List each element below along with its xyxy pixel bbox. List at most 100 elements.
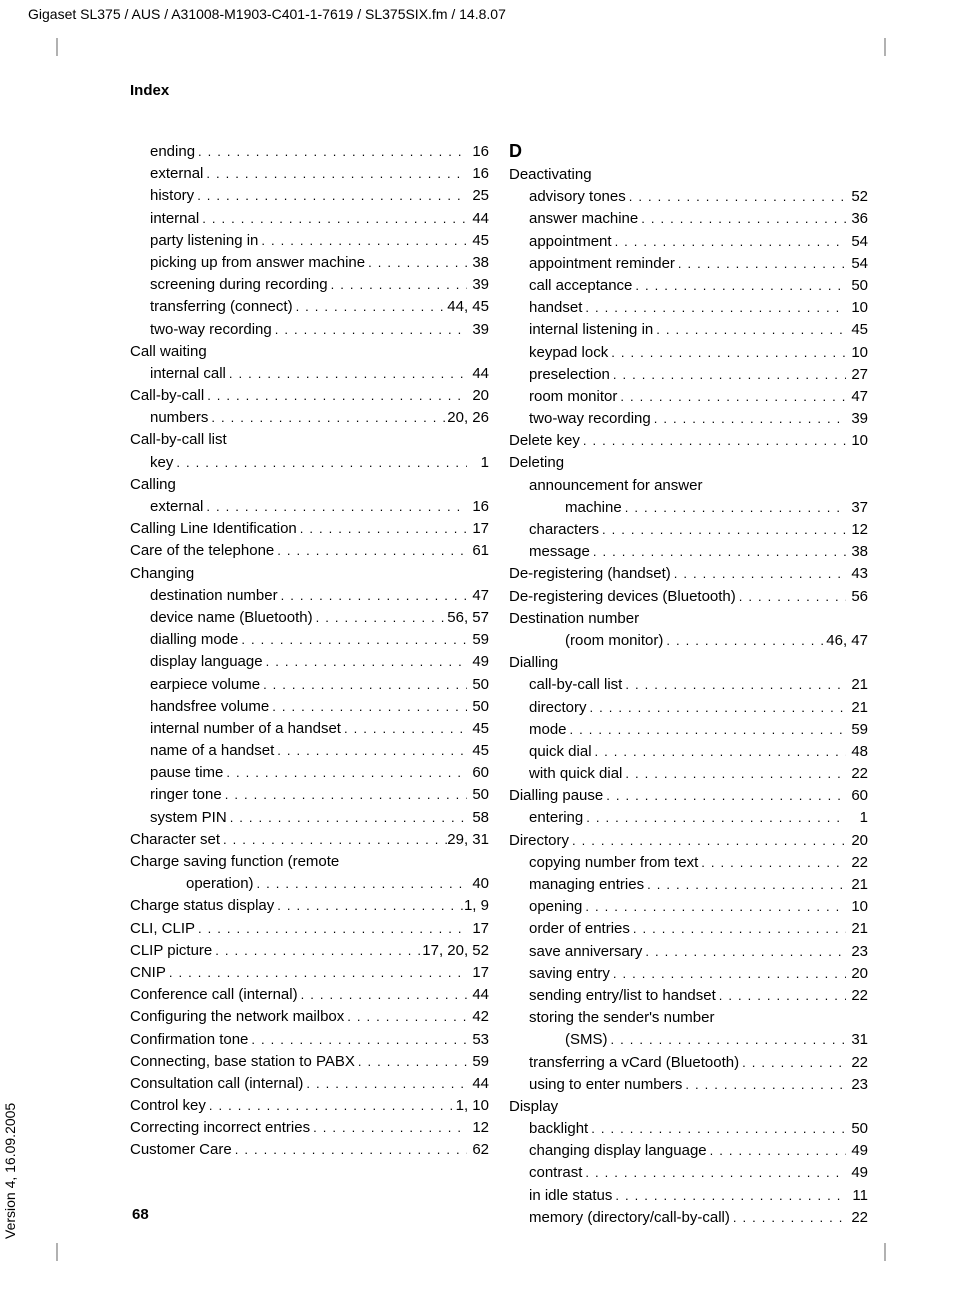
index-entry: order of entries21 bbox=[509, 918, 868, 940]
leader-dots bbox=[344, 1006, 467, 1028]
index-entry-label: Control key bbox=[130, 1095, 206, 1117]
index-entry: CLIP picture17, 20, 52 bbox=[130, 940, 489, 962]
index-entry: handsfree volume50 bbox=[130, 696, 489, 718]
leader-dots bbox=[592, 741, 846, 763]
leader-dots bbox=[220, 829, 447, 851]
page-content: Index ending16external16history25interna… bbox=[130, 82, 868, 1229]
index-entry-page: 38 bbox=[467, 252, 489, 274]
index-entry: external16 bbox=[130, 496, 489, 518]
leader-dots bbox=[341, 718, 467, 740]
index-entry-label: preselection bbox=[529, 364, 610, 386]
index-entry: internal call44 bbox=[130, 363, 489, 385]
index-entry-label: earpiece volume bbox=[150, 674, 260, 696]
index-entry: using to enter numbers23 bbox=[509, 1074, 868, 1096]
index-entry: history25 bbox=[130, 185, 489, 207]
index-entry: Charge status display1, 9 bbox=[130, 895, 489, 917]
index-entry-label: Dialling bbox=[509, 652, 558, 674]
index-entry: copying number from text22 bbox=[509, 852, 868, 874]
index-entry-label: Character set bbox=[130, 829, 220, 851]
index-entry-label: Conference call (internal) bbox=[130, 984, 298, 1006]
leader-dots bbox=[258, 230, 467, 252]
index-entry: (SMS)31 bbox=[509, 1029, 868, 1051]
index-entry: Care of the telephone61 bbox=[130, 540, 489, 562]
leader-dots bbox=[208, 407, 447, 429]
index-entry-label: sending entry/list to handset bbox=[529, 985, 716, 1007]
index-entry: saving entry20 bbox=[509, 963, 868, 985]
index-entry-page: 29, 31 bbox=[447, 829, 489, 851]
leader-dots bbox=[263, 651, 467, 673]
leader-dots bbox=[642, 941, 846, 963]
index-entry: Destination number bbox=[509, 608, 868, 630]
leader-dots bbox=[630, 918, 846, 940]
index-entry-page: 46, 47 bbox=[826, 630, 868, 652]
index-entry-label: Charge saving function (remote bbox=[130, 851, 339, 873]
index-entry: save anniversary23 bbox=[509, 941, 868, 963]
index-entry-label: numbers bbox=[150, 407, 208, 429]
index-entry-page: 60 bbox=[467, 762, 489, 784]
header-path: Gigaset SL375 / AUS / A31008-M1903-C401-… bbox=[28, 6, 506, 22]
index-entry: Deactivating bbox=[509, 164, 868, 186]
index-entry-label: copying number from text bbox=[529, 852, 698, 874]
index-entry: Calling bbox=[130, 474, 489, 496]
index-entry: room monitor47 bbox=[509, 386, 868, 408]
leader-dots bbox=[582, 896, 846, 918]
index-entry: numbers20, 26 bbox=[130, 407, 489, 429]
leader-dots bbox=[310, 1117, 467, 1139]
index-entry-page: 1 bbox=[467, 452, 489, 474]
index-entry-page: 23 bbox=[846, 1074, 868, 1096]
version-text: Version 4, 16.09.2005 bbox=[2, 1103, 18, 1239]
index-entry-page: 50 bbox=[846, 1118, 868, 1140]
index-entry-page: 21 bbox=[846, 697, 868, 719]
index-entry: external16 bbox=[130, 163, 489, 185]
index-entry-label: screening during recording bbox=[150, 274, 328, 296]
index-entry: Dialling pause60 bbox=[509, 785, 868, 807]
index-entry-label: Calling bbox=[130, 474, 176, 496]
page-number: 68 bbox=[132, 1206, 149, 1223]
index-entry-page: 42 bbox=[467, 1006, 489, 1028]
index-entry-label: ending bbox=[150, 141, 195, 163]
index-column-right: D Deactivatingadvisory tones52answer mac… bbox=[509, 141, 868, 1229]
index-entry-page: 36 bbox=[846, 208, 868, 230]
index-entry-label: call acceptance bbox=[529, 275, 632, 297]
index-entry-page: 43 bbox=[846, 563, 868, 585]
index-entry-label: order of entries bbox=[529, 918, 630, 940]
index-entry: appointment54 bbox=[509, 231, 868, 253]
index-entry-label: CNIP bbox=[130, 962, 166, 984]
index-entry-label: internal bbox=[150, 208, 199, 230]
index-entry-label: Care of the telephone bbox=[130, 540, 274, 562]
index-entry-label: Charge status display bbox=[130, 895, 274, 917]
index-entry-page: 47 bbox=[846, 386, 868, 408]
index-entry-page: 17 bbox=[467, 962, 489, 984]
index-entry-page: 39 bbox=[467, 319, 489, 341]
index-entry: CNIP 17 bbox=[130, 962, 489, 984]
index-entry: Directory20 bbox=[509, 830, 868, 852]
index-entry-page: 54 bbox=[846, 231, 868, 253]
leader-dots bbox=[617, 386, 846, 408]
index-entry-label: memory (directory/call-by-call) bbox=[529, 1207, 730, 1229]
index-entry-page: 1 bbox=[846, 807, 868, 829]
index-entry-page: 40 bbox=[467, 873, 489, 895]
index-entry-label: history bbox=[150, 185, 194, 207]
index-entry-page: 45 bbox=[467, 740, 489, 762]
index-entry-label: CLIP picture bbox=[130, 940, 212, 962]
index-entry-page: 27 bbox=[846, 364, 868, 386]
index-entry: contrast49 bbox=[509, 1162, 868, 1184]
index-entry-page: 11 bbox=[846, 1185, 868, 1207]
index-entry-label: Changing bbox=[130, 563, 194, 585]
leader-dots bbox=[663, 630, 826, 652]
index-entry: with quick dial22 bbox=[509, 763, 868, 785]
index-entry-label: opening bbox=[529, 896, 582, 918]
leader-dots bbox=[610, 963, 846, 985]
index-entry: transferring (connect)44, 45 bbox=[130, 296, 489, 318]
index-entry-label: display language bbox=[150, 651, 263, 673]
index-column-left: ending16external16history25internal44par… bbox=[130, 141, 489, 1229]
leader-dots bbox=[203, 163, 467, 185]
index-entry: directory21 bbox=[509, 697, 868, 719]
index-entry-label: answer machine bbox=[529, 208, 638, 230]
leader-dots bbox=[298, 984, 467, 1006]
index-entry-page: 23 bbox=[846, 941, 868, 963]
leader-dots bbox=[278, 585, 467, 607]
index-entry-label: storing the sender's number bbox=[529, 1007, 714, 1029]
index-entry: De-registering (handset)43 bbox=[509, 563, 868, 585]
index-entry-label: managing entries bbox=[529, 874, 644, 896]
